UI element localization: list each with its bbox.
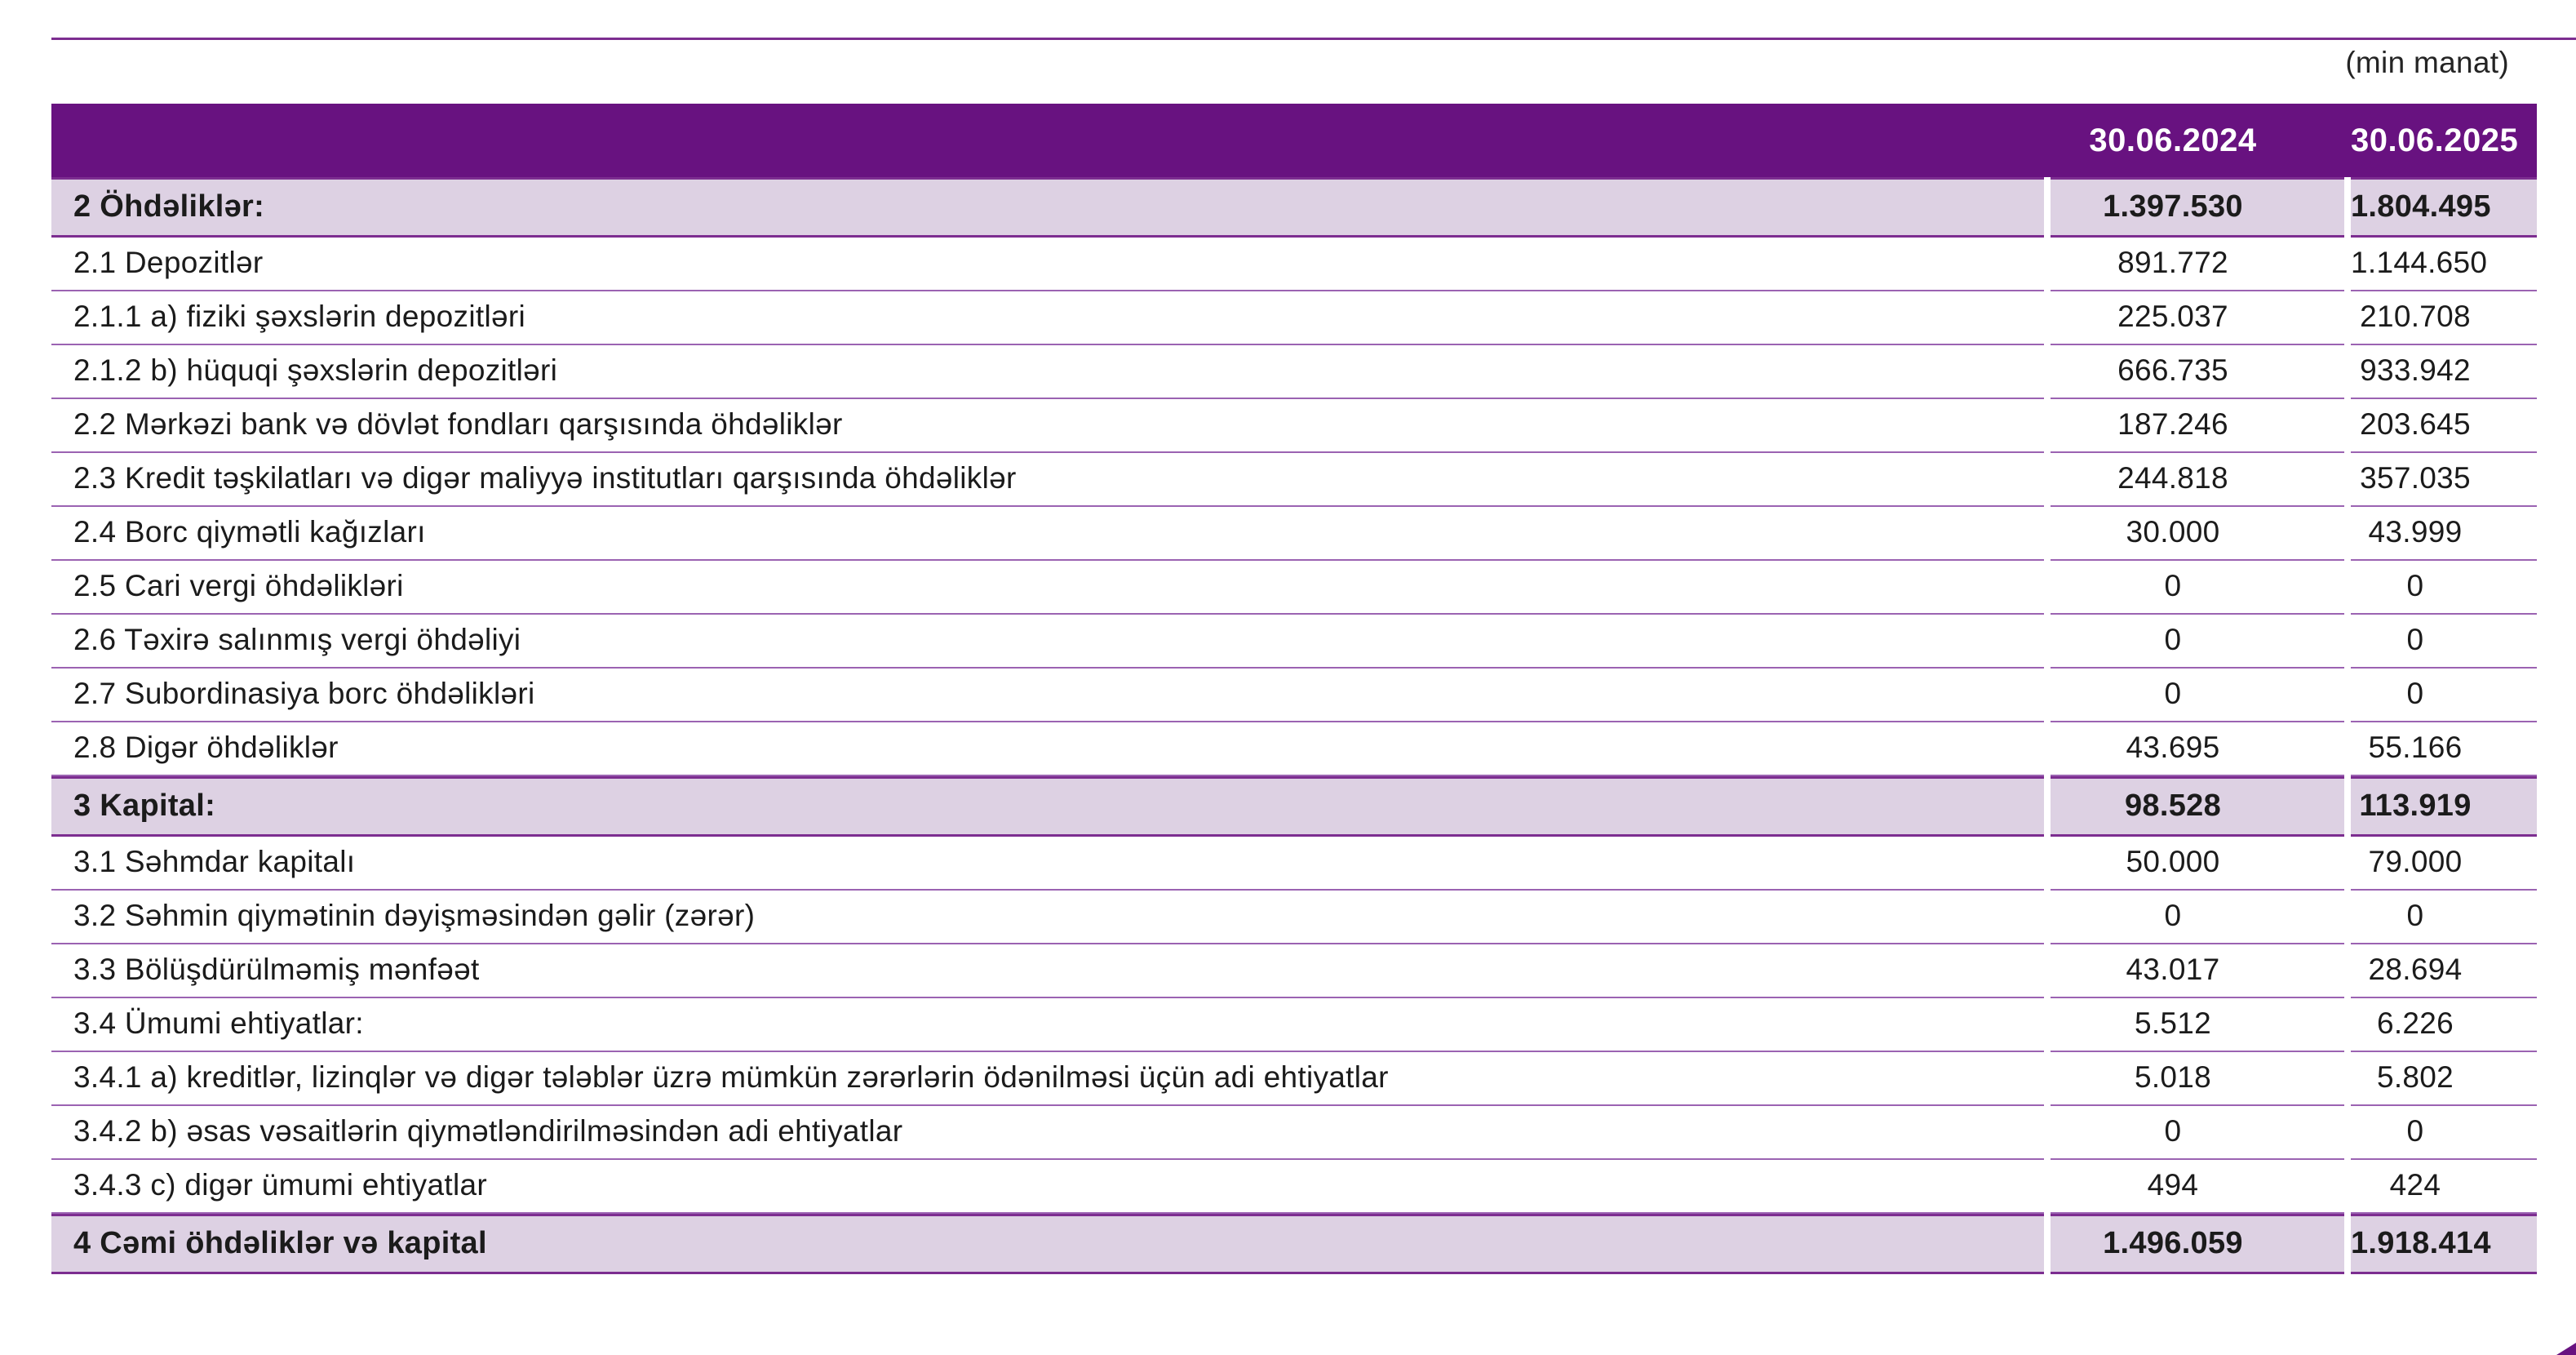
value-2025: 424 <box>2351 1160 2537 1214</box>
value-2024: 225.037 <box>2051 291 2344 345</box>
row-label: 3.4.3 c) digər ümumi ehtiyatlar <box>51 1160 2044 1214</box>
value-2024: 187.246 <box>2051 399 2344 453</box>
value-2024: 1.496.059 <box>2051 1214 2344 1274</box>
value-2025: 43.999 <box>2351 507 2537 561</box>
table-row: 2.1.2 b) hüquqi şəxslərin depozitləri 66… <box>51 345 2537 399</box>
header-label-spacer <box>51 104 2044 177</box>
value-2024: 43.695 <box>2051 722 2344 776</box>
row-label: 3.3 Bölüşdürülməmiş mənfəət <box>51 944 2044 998</box>
corner-triangle-decoration <box>2556 1343 2576 1355</box>
row-label: 2.4 Borc qiymətli kağızları <box>51 507 2044 561</box>
value-2025: 0 <box>2351 615 2537 669</box>
top-rule-divider <box>51 38 2576 40</box>
row-label: 2.2 Mərkəzi bank və dövlət fondları qarş… <box>51 399 2044 453</box>
value-2024: 0 <box>2051 561 2344 615</box>
row-label: 2.1.2 b) hüquqi şəxslərin depozitləri <box>51 345 2044 399</box>
table-header-row: 30.06.2024 30.06.2025 <box>51 104 2537 177</box>
table-row: 2.6 Təxirə salınmış vergi öhdəliyi 0 0 <box>51 615 2537 669</box>
value-2025: 79.000 <box>2351 837 2537 891</box>
value-2025: 933.942 <box>2351 345 2537 399</box>
value-2025: 203.645 <box>2351 399 2537 453</box>
row-label: 3.2 Səhmin qiymətinin dəyişməsindən gəli… <box>51 891 2044 944</box>
table-row: 2.1 Depozitlər 891.772 1.144.650 <box>51 238 2537 291</box>
value-2024: 43.017 <box>2051 944 2344 998</box>
value-2025: 5.802 <box>2351 1052 2537 1106</box>
table-row: 2.7 Subordinasiya borc öhdəlikləri 0 0 <box>51 669 2537 722</box>
unit-note: (min manat) <box>2345 46 2509 79</box>
value-2025: 357.035 <box>2351 453 2537 507</box>
value-2024: 98.528 <box>2051 776 2344 837</box>
table-row: 2.3 Kredit təşkilatları və digər maliyyə… <box>51 453 2537 507</box>
value-2024: 30.000 <box>2051 507 2344 561</box>
value-2025: 0 <box>2351 1106 2537 1160</box>
row-label: 2.1 Depozitlər <box>51 238 2044 291</box>
row-label: 2.6 Təxirə salınmış vergi öhdəliyi <box>51 615 2044 669</box>
row-label: 3 Kapital: <box>51 776 2044 837</box>
value-2024: 666.735 <box>2051 345 2344 399</box>
row-label: 4 Cəmi öhdəliklər və kapital <box>51 1214 2044 1274</box>
column-header-2024: 30.06.2024 <box>2089 122 2257 158</box>
value-2025: 210.708 <box>2351 291 2537 345</box>
value-2025: 1.804.495 <box>2351 177 2537 238</box>
value-2024: 0 <box>2051 615 2344 669</box>
value-2024: 891.772 <box>2051 238 2344 291</box>
value-2025: 113.919 <box>2351 776 2537 837</box>
value-2025: 0 <box>2351 891 2537 944</box>
value-2025: 0 <box>2351 669 2537 722</box>
table-row: 2 Öhdəliklər: 1.397.530 1.804.495 <box>51 177 2537 238</box>
value-2025: 1.144.650 <box>2351 238 2537 291</box>
value-2024: 0 <box>2051 1106 2344 1160</box>
table-row: 2.1.1 a) fiziki şəxslərin depozitləri 22… <box>51 291 2537 345</box>
table-row: 3.4 Ümumi ehtiyatlar: 5.512 6.226 <box>51 998 2537 1052</box>
table-row: 3.4.1 a) kreditlər, lizinqlər və digər t… <box>51 1052 2537 1106</box>
table-row: 3.4.2 b) əsas vəsaitlərin qiymətləndiril… <box>51 1106 2537 1160</box>
value-2025: 1.918.414 <box>2351 1214 2537 1274</box>
row-label: 2.5 Cari vergi öhdəlikləri <box>51 561 2044 615</box>
value-2025: 55.166 <box>2351 722 2537 776</box>
row-label: 3.4 Ümumi ehtiyatlar: <box>51 998 2044 1052</box>
table-row: 4 Cəmi öhdəliklər və kapital 1.496.059 1… <box>51 1214 2537 1274</box>
table-row: 3.4.3 c) digər ümumi ehtiyatlar 494 424 <box>51 1160 2537 1214</box>
table-row: 3 Kapital: 98.528 113.919 <box>51 776 2537 837</box>
value-2025: 0 <box>2351 561 2537 615</box>
table-row: 3.1 Səhmdar kapitalı 50.000 79.000 <box>51 837 2537 891</box>
row-label: 2.8 Digər öhdəliklər <box>51 722 2044 776</box>
row-label: 2.3 Kredit təşkilatları və digər maliyyə… <box>51 453 2044 507</box>
value-2024: 5.018 <box>2051 1052 2344 1106</box>
table-row: 2.2 Mərkəzi bank və dövlət fondları qarş… <box>51 399 2537 453</box>
row-label: 3.4.2 b) əsas vəsaitlərin qiymətləndiril… <box>51 1106 2044 1160</box>
value-2024: 1.397.530 <box>2051 177 2344 238</box>
column-header-2025: 30.06.2025 <box>2351 122 2519 158</box>
row-label: 2.7 Subordinasiya borc öhdəlikləri <box>51 669 2044 722</box>
value-2024: 244.818 <box>2051 453 2344 507</box>
row-label: 2 Öhdəliklər: <box>51 177 2044 238</box>
value-2024: 0 <box>2051 891 2344 944</box>
row-label: 2.1.1 a) fiziki şəxslərin depozitləri <box>51 291 2044 345</box>
table-row: 2.5 Cari vergi öhdəlikləri 0 0 <box>51 561 2537 615</box>
row-label: 3.4.1 a) kreditlər, lizinqlər və digər t… <box>51 1052 2044 1106</box>
table-row: 2.4 Borc qiymətli kağızları 30.000 43.99… <box>51 507 2537 561</box>
value-2024: 494 <box>2051 1160 2344 1214</box>
table-row: 3.3 Bölüşdürülməmiş mənfəət 43.017 28.69… <box>51 944 2537 998</box>
value-2024: 5.512 <box>2051 998 2344 1052</box>
table-row: 2.8 Digər öhdəliklər 43.695 55.166 <box>51 722 2537 776</box>
table-row: 3.2 Səhmin qiymətinin dəyişməsindən gəli… <box>51 891 2537 944</box>
value-2025: 28.694 <box>2351 944 2537 998</box>
balance-table: 30.06.2024 30.06.2025 2 Öhdəliklər: 1.39… <box>51 104 2537 1274</box>
value-2024: 0 <box>2051 669 2344 722</box>
row-label: 3.1 Səhmdar kapitalı <box>51 837 2044 891</box>
value-2025: 6.226 <box>2351 998 2537 1052</box>
value-2024: 50.000 <box>2051 837 2344 891</box>
